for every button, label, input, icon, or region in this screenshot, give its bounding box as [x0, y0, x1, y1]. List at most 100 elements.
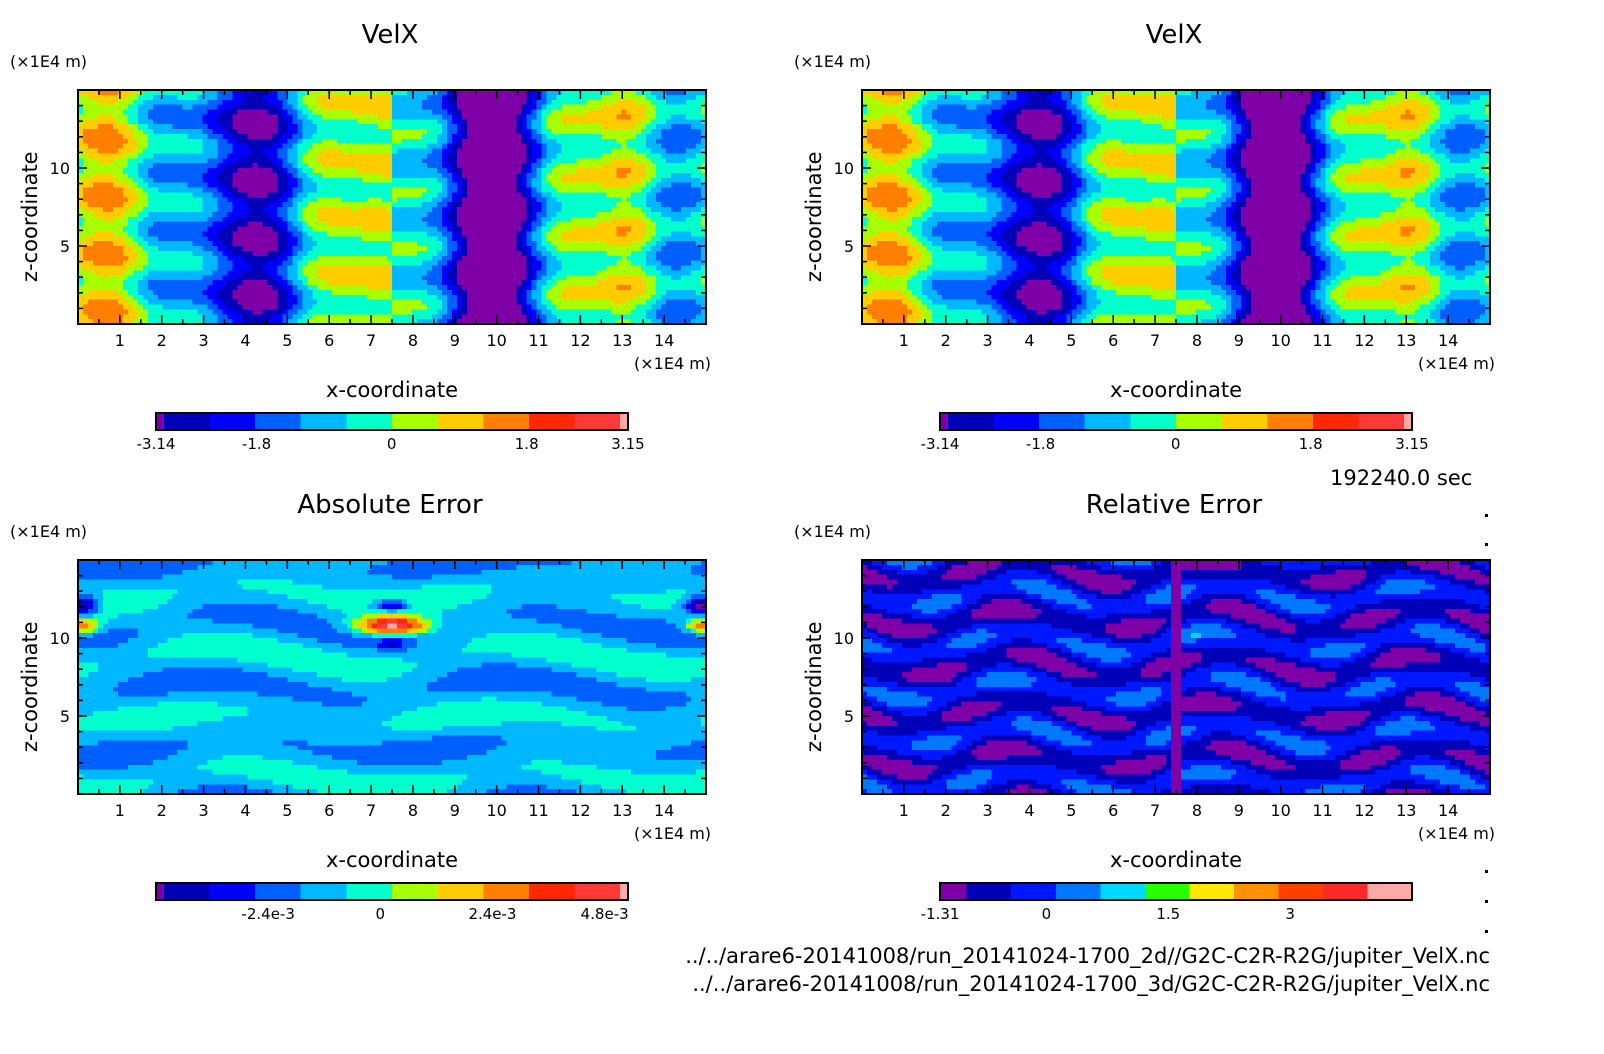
heatmap-cell — [491, 246, 498, 252]
heatmap-cell — [167, 211, 174, 218]
heatmap-cell — [312, 275, 318, 281]
heatmap-cell — [611, 275, 617, 281]
heatmap-cell — [606, 143, 612, 150]
heatmap-cell — [197, 148, 204, 154]
heatmap-cell — [267, 177, 273, 184]
heatmap-cell — [87, 119, 94, 125]
heatmap-cell — [187, 129, 194, 135]
heatmap-cell — [536, 158, 543, 164]
heatmap-cell — [641, 221, 647, 228]
heatmap-cell — [576, 172, 582, 179]
heatmap-cell — [112, 114, 119, 120]
heatmap-cell — [242, 211, 249, 218]
heatmap-cell — [227, 255, 234, 262]
heatmap-cell — [87, 182, 94, 189]
heatmap-cell — [367, 124, 373, 130]
heatmap-cell — [576, 143, 582, 150]
heatmap-cell — [327, 265, 333, 271]
heatmap-cell — [307, 138, 313, 145]
heatmap-cell — [696, 143, 702, 150]
heatmap-cell — [122, 138, 129, 145]
heatmap-cell — [387, 153, 393, 159]
heatmap-cell — [372, 153, 378, 159]
heatmap-cell — [377, 197, 383, 203]
heatmap-cell — [441, 211, 448, 218]
heatmap-cell — [621, 216, 627, 223]
heatmap-cell — [307, 187, 313, 193]
heatmap-cell — [696, 133, 702, 140]
heatmap-cell — [327, 207, 333, 213]
heatmap-cell — [212, 99, 219, 106]
heatmap-cell — [591, 255, 597, 262]
heatmap-cell — [651, 187, 657, 193]
heatmap-cell — [387, 163, 393, 169]
heatmap-cell — [526, 148, 533, 154]
heatmap-cell — [666, 250, 672, 257]
heatmap-cell — [636, 104, 642, 111]
heatmap-cell — [132, 114, 139, 120]
heatmap-cell — [78, 153, 84, 159]
heatmap-cell — [566, 133, 573, 140]
heatmap-cell — [152, 153, 159, 159]
heatmap-cell — [272, 143, 278, 150]
heatmap-cell — [461, 211, 468, 218]
heatmap-cell — [666, 211, 672, 218]
heatmap-cell — [352, 250, 358, 257]
heatmap-cell — [347, 94, 353, 101]
heatmap-cell — [456, 129, 463, 135]
heatmap-cell — [481, 216, 488, 223]
heatmap-cell — [671, 270, 677, 276]
heatmap-cell — [531, 216, 538, 223]
heatmap-cell — [227, 211, 234, 218]
heatmap-cell — [591, 202, 597, 208]
heatmap-cell — [546, 211, 553, 218]
heatmap-cell — [222, 260, 229, 267]
heatmap-cell — [526, 275, 533, 281]
heatmap-cell — [102, 260, 109, 267]
heatmap-cell — [651, 94, 657, 101]
heatmap-cell — [277, 133, 283, 140]
heatmap-cell — [401, 236, 408, 242]
heatmap-cell — [436, 99, 443, 106]
heatmap-cell — [576, 260, 582, 267]
heatmap-cell — [87, 99, 94, 106]
heatmap-cell — [78, 207, 84, 213]
heatmap-cell — [551, 226, 558, 232]
heatmap-cell — [87, 104, 94, 111]
heatmap-cell — [586, 153, 592, 159]
heatmap-cell — [147, 192, 154, 198]
heatmap-cell — [511, 94, 518, 101]
heatmap-cell — [202, 265, 209, 271]
heatmap-cell — [571, 255, 578, 262]
heatmap-cell — [87, 207, 94, 213]
heatmap-cell — [466, 138, 473, 145]
heatmap-cell — [102, 216, 109, 223]
heatmap-cell — [297, 114, 303, 120]
heatmap-cell — [396, 187, 403, 193]
heatmap-cell — [476, 260, 483, 267]
heatmap-cell — [162, 216, 169, 223]
heatmap-cell — [222, 114, 229, 120]
heatmap-cell — [431, 182, 438, 189]
heatmap-cell — [377, 119, 383, 125]
heatmap-cell — [272, 260, 278, 267]
heatmap-cell — [646, 163, 652, 169]
heatmap-cell — [367, 168, 373, 174]
heatmap-cell — [586, 197, 592, 203]
heatmap-cell — [382, 94, 388, 101]
heatmap-cell — [526, 221, 533, 228]
heatmap-cell — [132, 182, 139, 189]
heatmap-cell — [481, 109, 488, 115]
heatmap-cell — [666, 182, 672, 189]
heatmap-cell — [456, 182, 463, 189]
heatmap-cell — [347, 187, 353, 193]
heatmap-cell — [701, 138, 707, 145]
heatmap-cell — [97, 187, 104, 193]
heatmap-cell — [117, 133, 124, 140]
heatmap-cell — [102, 187, 109, 193]
heatmap-cell — [112, 168, 119, 174]
heatmap-cell — [147, 270, 154, 276]
heatmap-cell — [227, 241, 234, 247]
heatmap-cell — [297, 158, 303, 164]
heatmap-cell — [606, 265, 612, 271]
